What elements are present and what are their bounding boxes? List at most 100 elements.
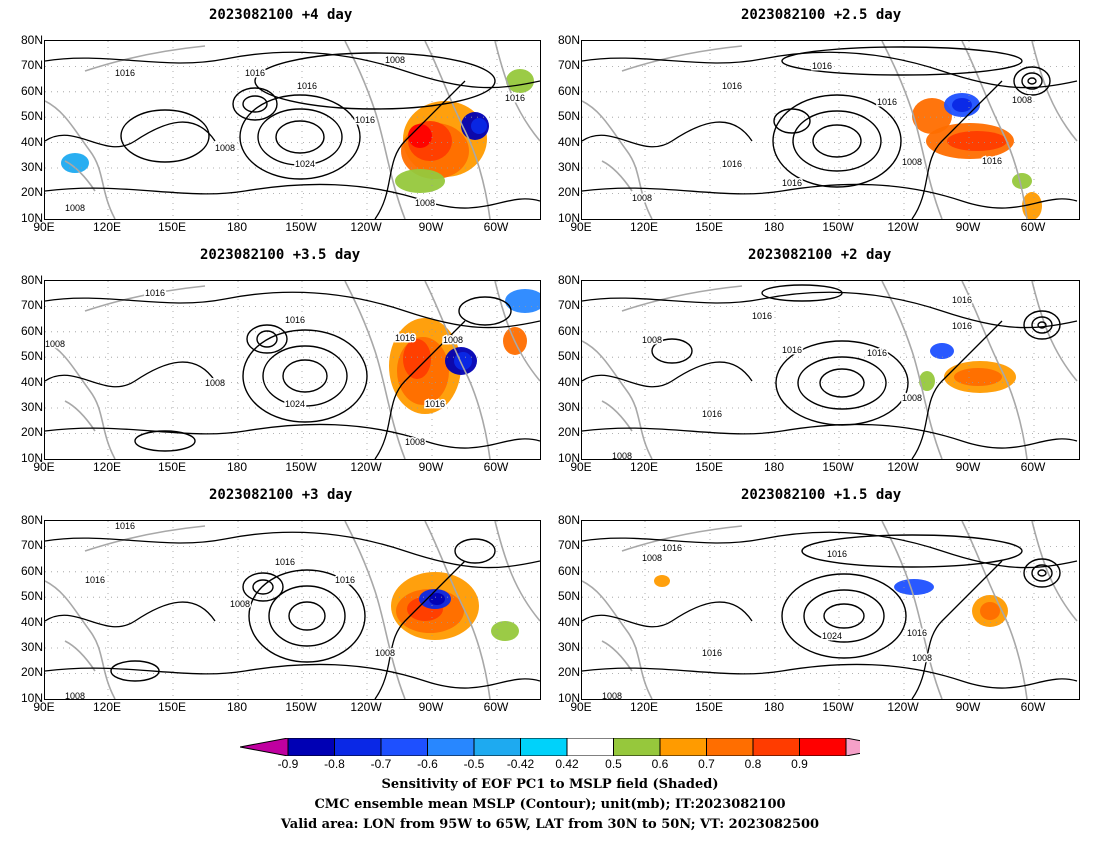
- contour-label: 1016: [812, 61, 832, 71]
- contour-label: 1008: [415, 198, 435, 208]
- lon-label: 150W: [285, 220, 317, 234]
- lat-label: 30N: [557, 400, 580, 414]
- sensitivity-shading: [403, 339, 431, 379]
- caption-line-2: CMC ensemble mean MSLP (Contour); unit(m…: [314, 797, 786, 812]
- lon-label: 150W: [822, 220, 854, 234]
- contour-label: 1008: [375, 648, 395, 658]
- contour-label: 1008: [642, 553, 662, 563]
- contour-label: 1016: [115, 521, 135, 531]
- lat-label: 40N: [20, 374, 43, 389]
- lon-label: 60W: [483, 700, 509, 714]
- colorbar-segment: [752, 738, 800, 756]
- colorbar-segment: [473, 738, 521, 756]
- colorbar-tick-label: -0.9: [277, 757, 299, 771]
- contour-label: 1008: [902, 157, 922, 167]
- colorbar-segment: [334, 738, 382, 756]
- sensitivity-shading: [919, 371, 935, 391]
- lat-label: 60N: [557, 323, 580, 338]
- panel-title-3: 2023082100 +3.5 day: [200, 247, 361, 263]
- sensitivity-shading: [1012, 173, 1032, 189]
- sensitivity-shading: [654, 575, 670, 587]
- map-svg-4: 1016 1008 1016 1016 1016 1016 1016 1008 1008: [582, 281, 1079, 459]
- lat-label: 10N: [557, 450, 580, 465]
- lon-label: 90W: [418, 460, 444, 474]
- lat-label: 20N: [557, 665, 580, 680]
- lat-label: 20N: [20, 425, 43, 440]
- lat-label: 60N: [20, 563, 43, 578]
- lon-label: 150E: [694, 700, 724, 714]
- lon-label: 150W: [822, 460, 854, 474]
- lat-label: 50N: [20, 109, 43, 124]
- colorbar: [240, 738, 860, 756]
- lon-label: 150E: [157, 700, 187, 714]
- lon-label: 180: [226, 460, 248, 474]
- lon-label: 60W: [1020, 700, 1046, 714]
- lat-label: 80N: [557, 513, 580, 527]
- lon-label: 150W: [285, 460, 317, 474]
- sensitivity-shading: [980, 602, 1000, 620]
- lat-label: 30N: [20, 160, 43, 174]
- contour-label: 1016: [662, 543, 682, 553]
- contour-label: 1016: [275, 557, 295, 567]
- lat-label: 70N: [20, 538, 43, 553]
- sensitivity-shading: [912, 98, 952, 134]
- coastline: [582, 41, 1078, 219]
- lat-label: 60N: [557, 83, 580, 98]
- contour-label: 1016: [827, 549, 847, 559]
- lon-label: 180: [226, 700, 248, 714]
- lat-label: 70N: [557, 58, 580, 73]
- colorbar-segment: [427, 738, 475, 756]
- lat-label: 70N: [557, 298, 580, 313]
- mslp-contours: [582, 284, 1078, 459]
- sensitivity-shading: [491, 621, 519, 641]
- panel-title-4: 2023082100 +2 day: [748, 247, 892, 263]
- graticule: [582, 521, 1079, 699]
- lat-label: 20N: [557, 185, 580, 200]
- lon-label: 90E: [570, 700, 592, 714]
- colorbar-segment: [659, 738, 707, 756]
- contour-label: 1016: [297, 81, 317, 91]
- lat-label: 70N: [557, 538, 580, 553]
- colorbar-segment: [520, 738, 568, 756]
- sensitivity-shading: [395, 169, 445, 193]
- colorbar-segment: [566, 738, 614, 756]
- contour-label: 1008: [632, 193, 652, 203]
- coastline: [45, 521, 540, 699]
- contour-label: 1016: [982, 156, 1002, 166]
- colorbar-tick-label: 0.6: [651, 757, 669, 771]
- lon-label: 150E: [157, 460, 187, 474]
- panel-title-2: 2023082100 +2.5 day: [741, 7, 902, 23]
- contour-label: 1008: [65, 691, 85, 699]
- map-panel-5: 1016 1016 1016 1016 1008 1008 1008: [44, 520, 541, 700]
- sensitivity-shading: [930, 343, 954, 359]
- contour-label: 1024: [295, 159, 315, 169]
- lat-label: 70N: [20, 298, 43, 313]
- sensitivity-shading: [1022, 192, 1042, 219]
- map-panel-1: 1016 1016 1008 1016 1008 1024 1008 1008 1016 1016: [44, 40, 541, 220]
- colorbar-tick-label: 0.9: [791, 757, 808, 771]
- lat-label: 50N: [557, 589, 580, 604]
- map-svg-1: 1016 1016 1008 1016 1008 1024 1008 1008 1016 1016: [45, 41, 540, 219]
- contour-label: 1008: [1012, 95, 1032, 105]
- lon-label: 150E: [694, 460, 724, 474]
- contour-label: 1016: [115, 68, 135, 78]
- panel-title-5: 2023082100 +3 day: [209, 487, 353, 503]
- graticule: [582, 41, 1079, 219]
- lat-label: 80N: [20, 513, 43, 527]
- lat-label: 50N: [557, 349, 580, 364]
- mslp-contours: [45, 531, 540, 699]
- contour-label: 1016: [425, 399, 445, 409]
- contour-label: 1016: [952, 295, 972, 305]
- colorbar-segment: [613, 738, 661, 756]
- contour-label: 1008: [205, 378, 225, 388]
- contour-label: 1016: [867, 348, 887, 358]
- colorbar-tick-label: -0.5: [463, 757, 485, 771]
- lat-label: 40N: [20, 134, 43, 149]
- lat-label: 10N: [20, 210, 43, 225]
- lon-label: 150W: [822, 700, 854, 714]
- lon-label: 120W: [350, 700, 382, 714]
- lon-label: 180: [763, 220, 785, 234]
- lat-label: 80N: [20, 273, 43, 287]
- contour-label: 1024: [822, 631, 842, 641]
